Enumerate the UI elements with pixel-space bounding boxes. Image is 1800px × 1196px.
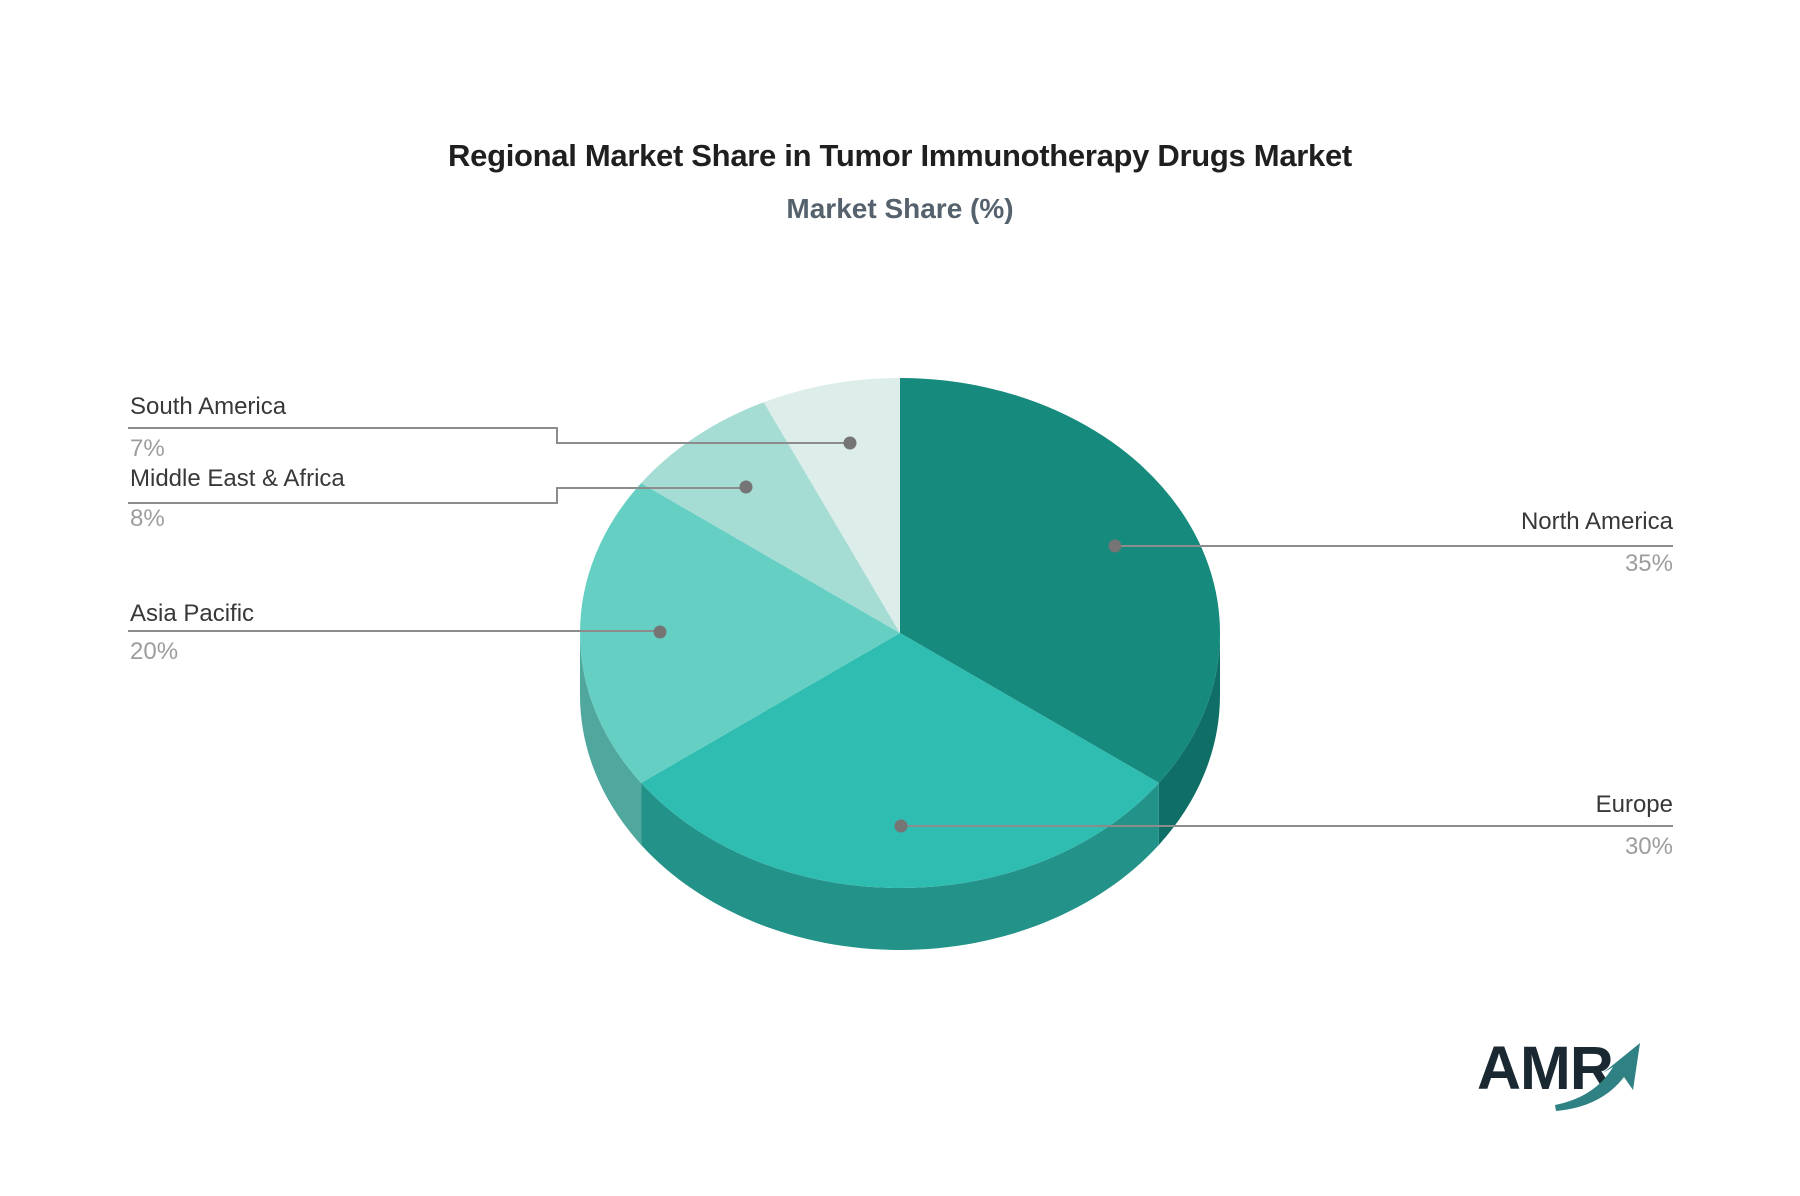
label-south-america: South America	[130, 393, 287, 420]
leader-dot-north-america	[1108, 539, 1122, 553]
leader-dot-middle-east-africa	[739, 480, 753, 494]
amr-logo: AMR	[1477, 1033, 1697, 1143]
slice-value: 30%	[1624, 833, 1673, 860]
label-middle-east-africa: Middle East & Africa	[130, 465, 345, 492]
slice-value: 35%	[1624, 550, 1673, 577]
pie-slice-europe[interactable]	[641, 633, 1159, 889]
pie-slice-side-europe	[641, 782, 1159, 950]
pie-slice-side-asia-pacific	[580, 633, 642, 845]
leader-line-middle-east-africa	[128, 487, 744, 504]
leader-dot-europe	[894, 819, 908, 833]
label-asia-pacific: Asia Pacific	[130, 600, 255, 627]
leader-dot-asia-pacific	[653, 625, 667, 639]
slice-value: 7%	[130, 435, 165, 462]
slice-label: Europe	[1595, 791, 1673, 818]
slice-label: North America	[1520, 508, 1673, 535]
pie-slice-south-america[interactable]	[763, 378, 900, 633]
slice-label: Asia Pacific	[130, 600, 255, 627]
slice-value: 8%	[130, 505, 165, 532]
slice-label: Middle East & Africa	[130, 465, 345, 492]
pie-slice-side-north-america	[1158, 633, 1220, 845]
slice-label: South America	[130, 393, 287, 420]
label-europe: Europe	[1595, 791, 1673, 818]
pie-slice-north-america[interactable]	[900, 378, 1221, 783]
value-north-america: 35%	[1624, 550, 1673, 577]
value-europe: 30%	[1624, 833, 1673, 860]
value-asia-pacific: 20%	[130, 638, 179, 665]
amr-logo-arrow-icon	[1555, 1043, 1640, 1111]
slice-value: 20%	[130, 638, 179, 665]
pie-slice-middle-east-africa[interactable]	[641, 402, 900, 633]
chart-title: Regional Market Share in Tumor Immunothe…	[448, 138, 1352, 173]
pie-slice-asia-pacific[interactable]	[580, 483, 900, 783]
leader-line-south-america	[128, 427, 848, 444]
label-north-america: North America	[1520, 508, 1673, 535]
chart-subtitle: Market Share (%)	[786, 193, 1014, 224]
value-south-america: 7%	[130, 435, 165, 462]
value-middle-east-africa: 8%	[130, 505, 165, 532]
leader-dot-south-america	[843, 436, 857, 450]
